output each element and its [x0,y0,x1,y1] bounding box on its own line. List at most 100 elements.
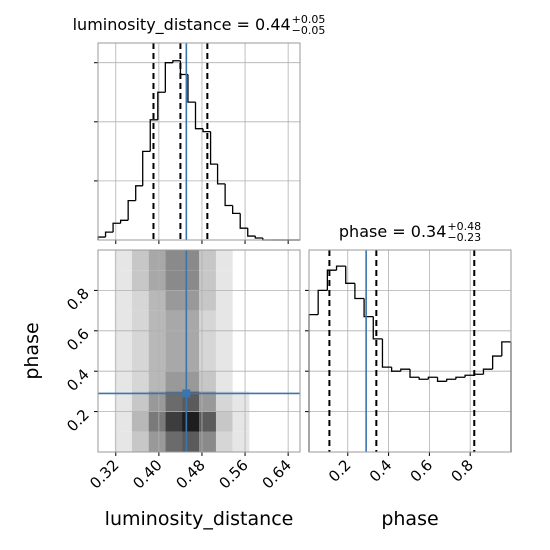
density-cell [249,351,266,371]
y-tick-label: 0.6 [63,325,93,355]
x-tick-label: 0.2 [325,456,355,486]
density-cell [131,431,149,452]
density-cell [148,391,166,412]
density-cell [249,290,266,310]
x-axis-label: phase [381,508,438,530]
density-cell [114,391,132,412]
density-cell [199,411,216,432]
density-cell [283,351,300,371]
density-cell [283,250,300,270]
density-cell [114,431,132,452]
hist-step [308,313,319,452]
x-tick-label: 0.8 [447,456,477,486]
density-cell [148,330,166,351]
density-cell [131,310,149,331]
density-cell [98,290,115,310]
hist-step [254,236,263,239]
density-cell [131,270,149,291]
density-cell [283,290,300,310]
density-cell [165,290,183,311]
y-tick-label: 0.2 [63,406,93,436]
density-cell [98,432,115,452]
hist-step [381,338,392,368]
density-cell [182,270,200,291]
x-axis-label: luminosity_distance [105,508,294,530]
density-cell [148,250,166,271]
x-tick-label: 0.32 [86,456,122,492]
density-cell [283,270,300,290]
density-cell [98,331,115,351]
density-cell [182,330,200,351]
density-cell [165,330,183,351]
density-cell [215,310,233,331]
density-cell [232,391,250,412]
y-tick-label: 0.4 [63,365,93,395]
hist-step [317,289,328,315]
density-cell [267,311,284,331]
title-upper: +0.48 [447,220,481,233]
density-cell [233,270,250,290]
density-cell [283,391,300,411]
density-cell [249,331,266,351]
density-cell [114,250,132,271]
density-cell [114,330,132,351]
density-cell [267,371,284,391]
hist-step [232,205,241,215]
x-tick-label: 0.64 [259,456,295,492]
hist-step [119,219,129,224]
density-cell [165,351,183,372]
hist-step [135,185,143,201]
hist-step [436,377,447,382]
hist-step [247,228,256,237]
density-cell [233,351,250,371]
hist-step [149,119,158,152]
panel-title: luminosity_distance = 0.44 +0.05−0.05 [73,13,326,37]
title-main: luminosity_distance = 0.44 [73,15,291,35]
density-cell [215,371,233,392]
density-cell [233,250,250,270]
density-cell [215,290,233,311]
hist-step [427,376,438,380]
density-cell [182,290,200,311]
density-cell [283,412,300,432]
density-cell [165,371,183,392]
density-cell [148,431,166,452]
density-cell [215,250,233,271]
density-cell [199,391,216,412]
density-cell [131,391,149,412]
density-cell [233,331,250,351]
density-cell [165,310,183,331]
density-cell [98,391,115,411]
density-cell [98,250,115,270]
density-cell [199,270,216,291]
density-cell [114,351,132,372]
truth-point [182,389,191,398]
density-cell [215,431,233,452]
density-cell [249,270,266,290]
density-cell [232,411,250,432]
density-cell [283,432,300,452]
density-cell [267,290,284,310]
hist-step [455,376,466,380]
density-cell [182,371,200,392]
density-cell [182,351,200,372]
hist-step [446,378,456,382]
density-cell [182,310,200,331]
hist-step [491,355,502,370]
density-cell [199,330,216,351]
axes-frame [97,249,301,453]
density-cell [98,371,115,391]
hist-step [172,60,181,63]
axes-frame [97,42,301,241]
density-cell [232,431,250,452]
density-cell [267,351,284,371]
hist-step [418,377,429,380]
hist-step [239,213,248,229]
density-cell [148,411,166,432]
density-cell [249,371,266,391]
density-cell [165,270,183,291]
hist-step [127,199,136,221]
density-cell [199,371,216,392]
density-cell [267,391,284,411]
title-lower: −0.05 [292,24,326,37]
